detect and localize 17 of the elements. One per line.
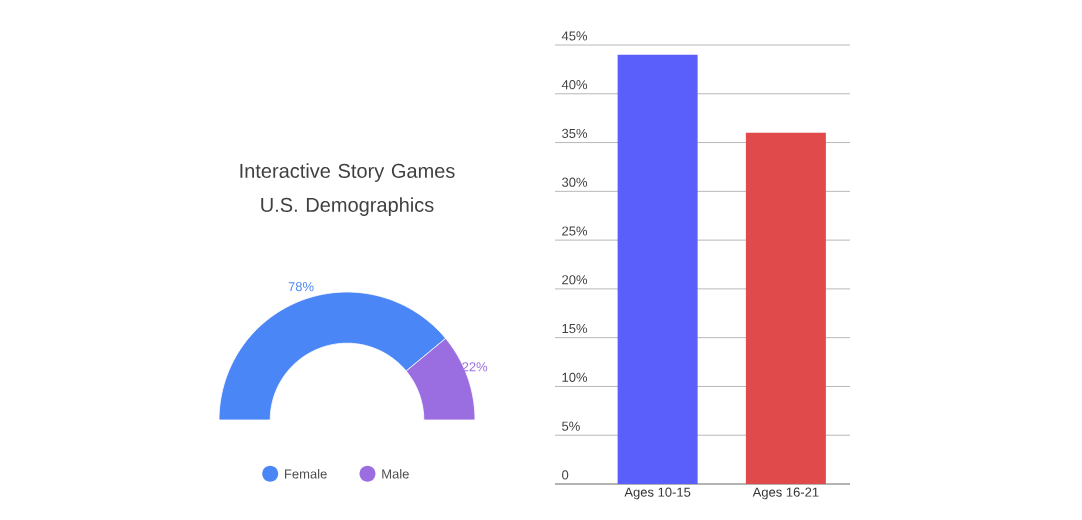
y-tick-label: 20% <box>562 275 588 285</box>
y-tick-label: 5% <box>562 421 580 431</box>
chart-title: Interactive Story Games U.S. Demographics <box>240 163 455 216</box>
y-tick-label: 35% <box>562 128 588 139</box>
y-tick-label: 10% <box>562 372 588 382</box>
data-label: 78% <box>288 282 314 292</box>
y-tick-label: 15% <box>562 324 588 334</box>
y-tick-label: 45% <box>561 31 588 41</box>
y-tick-label: 25% <box>562 226 588 236</box>
legend-label: Female <box>285 468 327 479</box>
y-tick-label: 30% <box>562 177 588 187</box>
y-tick-label: 40% <box>561 80 588 90</box>
x-tick-label: Ages 10-15 <box>624 487 691 500</box>
legend-label: Male <box>382 468 409 479</box>
y-tick-label: 0 <box>562 470 569 480</box>
x-tick-label: Ages 16-21 <box>752 487 819 500</box>
data-label: 22% <box>462 362 488 372</box>
